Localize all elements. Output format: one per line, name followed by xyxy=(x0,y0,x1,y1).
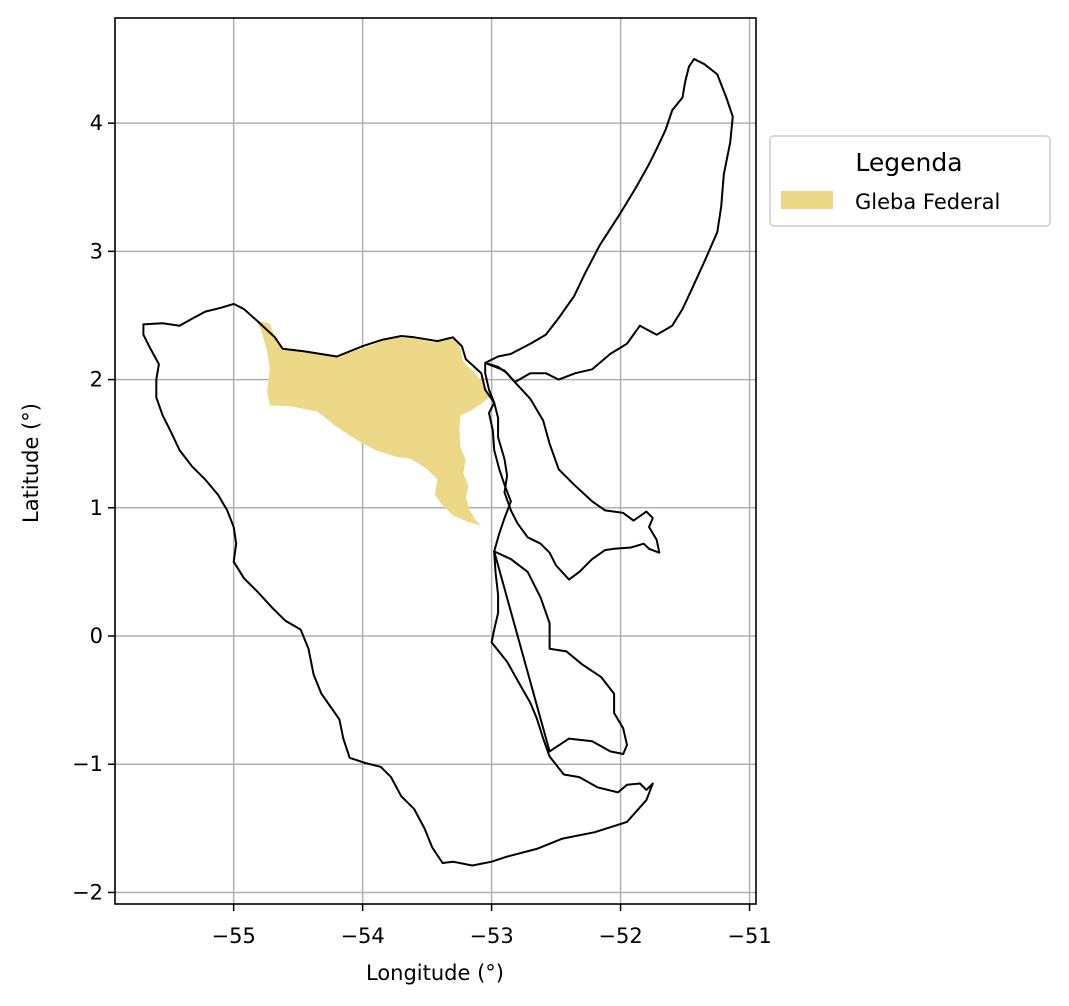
outline-west xyxy=(142,302,654,867)
legend: Legenda Gleba Federal xyxy=(769,135,1051,227)
y-axis-title: Latitude (°) xyxy=(19,403,43,523)
gleba-federal-area xyxy=(256,320,489,526)
outline-northeast xyxy=(484,58,734,384)
x-tick-label: −54 xyxy=(340,924,384,948)
x-tick-label: −55 xyxy=(211,924,255,948)
y-tick-label: −1 xyxy=(72,752,103,776)
legend-swatch-gleba-federal xyxy=(781,191,833,209)
y-tick-label: 3 xyxy=(90,239,103,263)
outline-east-channel xyxy=(493,550,628,755)
y-tick-label: −2 xyxy=(72,880,103,904)
x-tick-label: −52 xyxy=(598,924,642,948)
y-tick-label: 1 xyxy=(90,496,103,520)
legend-title: Legenda xyxy=(855,148,962,177)
axis-ticks: −55 −54 −53 −52 −51 −2 −1 0 1 2 3 4 xyxy=(72,111,772,948)
legend-label-gleba-federal: Gleba Federal xyxy=(855,190,1000,214)
legend-frame xyxy=(769,135,1051,227)
y-tick-label: 4 xyxy=(90,111,103,135)
x-tick-label: −53 xyxy=(469,924,513,948)
x-tick-label: −51 xyxy=(727,924,771,948)
y-tick-label: 0 xyxy=(90,624,103,648)
plot-frame xyxy=(114,17,757,905)
outline-central xyxy=(484,361,661,581)
map-layers xyxy=(142,58,734,867)
grid-lines xyxy=(115,18,756,904)
x-axis-title: Longitude (°) xyxy=(366,961,504,985)
y-tick-label: 2 xyxy=(90,368,103,392)
